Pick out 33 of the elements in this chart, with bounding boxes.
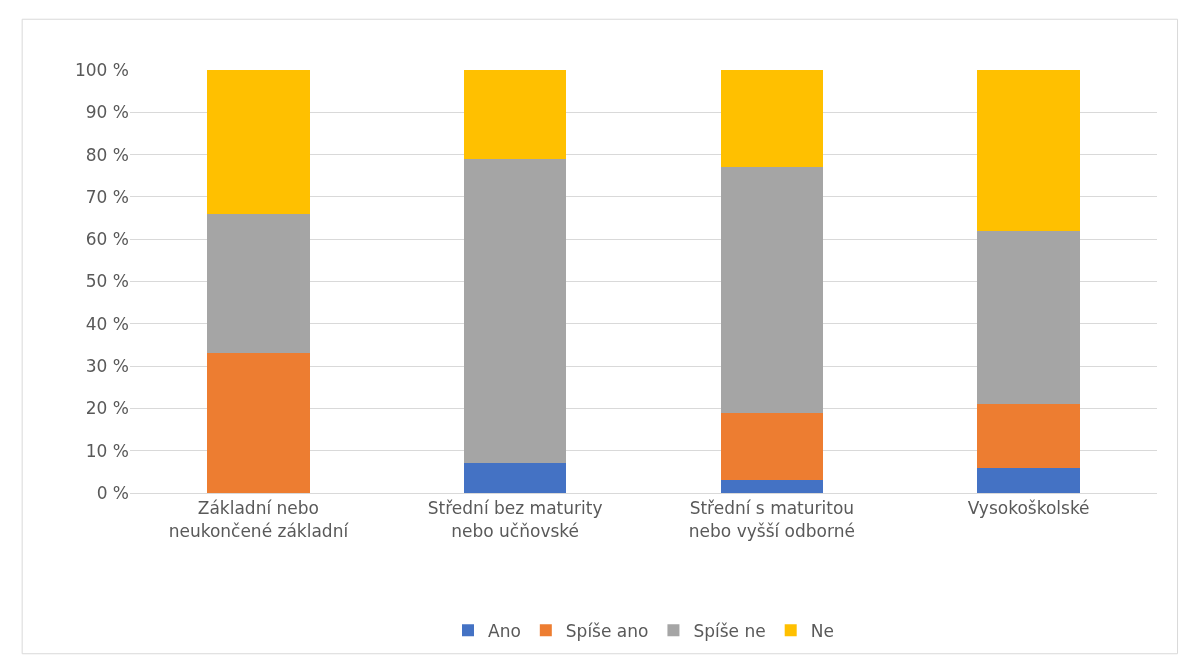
y-tick-label: 50 % [85, 271, 129, 292]
y-tick-label: 100 % [74, 59, 129, 80]
x-tick-label: Základní nebo neukončené základní [168, 498, 350, 541]
legend-label: Ne [810, 620, 834, 641]
bar [977, 70, 1080, 231]
y-tick-label: 70 % [85, 186, 129, 207]
bar [977, 230, 1080, 405]
bar [463, 463, 567, 493]
bar [207, 353, 310, 493]
y-tick-label: 40 % [85, 313, 129, 334]
y-tick-label: 10 % [85, 440, 129, 461]
bar [720, 480, 824, 493]
bar [463, 70, 567, 159]
bar [207, 213, 310, 354]
legend-label: Ano [488, 620, 521, 641]
y-tick-label: 90 % [85, 102, 129, 123]
legend-label: Spíše ne [693, 620, 766, 641]
y-tick-label: 20 % [85, 398, 129, 419]
bar [720, 70, 824, 168]
bar [720, 167, 824, 413]
bar [720, 412, 824, 481]
y-tick-label: 30 % [85, 356, 129, 377]
x-tick-label: Střední bez maturity nebo učňovské [427, 498, 603, 541]
y-tick-label: 0 % [96, 482, 129, 503]
y-tick-label: 60 % [85, 229, 129, 250]
x-tick-label: Střední s maturitou nebo vyšší odborné [688, 498, 855, 541]
bar [977, 467, 1080, 493]
x-tick-label: Vysokoškolské [967, 498, 1090, 519]
bar [977, 404, 1080, 468]
bar [207, 70, 310, 214]
y-tick-label: 80 % [85, 144, 129, 165]
bar [463, 158, 567, 464]
legend-label: Spíše ano [565, 620, 649, 641]
